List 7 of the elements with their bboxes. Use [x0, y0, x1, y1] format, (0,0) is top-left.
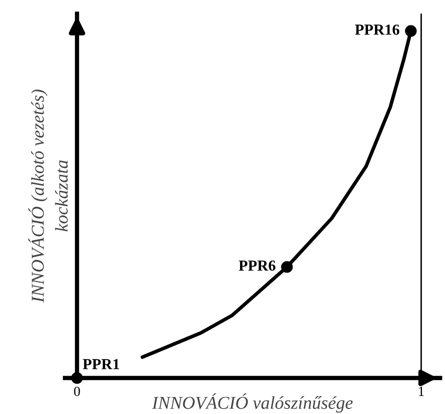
x-tick-label: 0	[74, 386, 80, 396]
y-axis-title: INNOVÁCIÓ (alkotó vezetés) kockázata	[28, 90, 68, 303]
x-tick-label: 1	[418, 386, 424, 396]
annotation: PPR1	[82, 359, 120, 370]
annotation: PPR16	[355, 24, 400, 35]
x-axis-title: INNOVÁCIÓ valószínűsége	[152, 393, 353, 413]
annotation: PPR6	[238, 260, 276, 271]
